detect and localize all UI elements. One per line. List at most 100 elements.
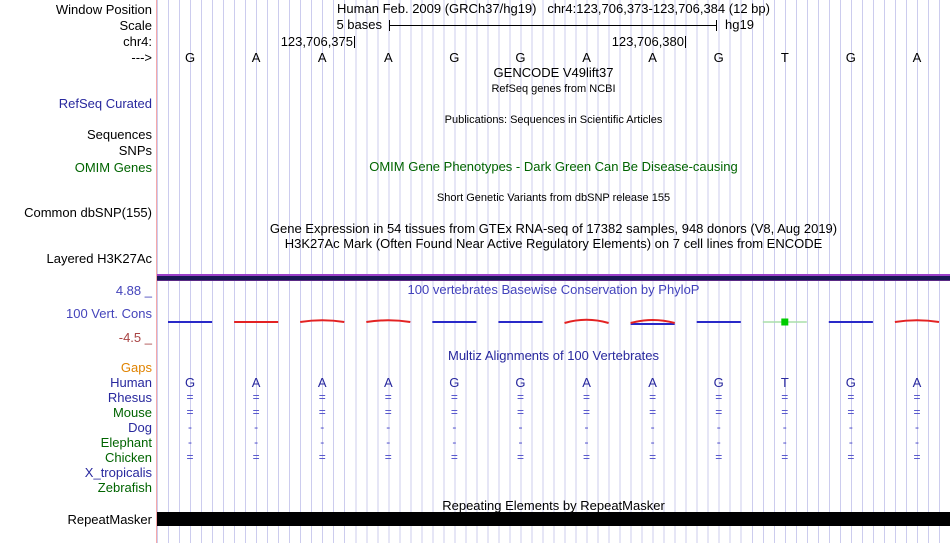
base-cell: A — [317, 375, 327, 390]
multiz-row-mouse: Mouse = = = = = = = = = = = = — [0, 405, 950, 420]
base-cell: = — [781, 450, 789, 464]
repeatmasker-element-bar[interactable] — [157, 512, 950, 526]
base-cell: = — [516, 390, 524, 404]
sidebar-item-refseq-curated[interactable]: RefSeq Curated — [58, 96, 152, 111]
alignment-row-x-tropicalis[interactable] — [157, 465, 950, 480]
base-cell: - — [650, 435, 655, 449]
base-cell: G — [713, 375, 724, 390]
sidebar-item-snps[interactable]: SNPs — [118, 143, 152, 158]
base-cell: = — [252, 405, 260, 419]
coordinate-right-tick — [685, 36, 686, 48]
publications-track-title: Publications: Sequences in Scientific Ar… — [444, 114, 663, 126]
sidebar-item-dog[interactable]: Dog — [128, 420, 152, 435]
sidebar-item-layered-h3k27ac[interactable]: Layered H3K27Ac — [46, 251, 152, 266]
base-cell: = — [781, 405, 789, 419]
alignment-row-mouse[interactable]: = = = = = = = = = = = = — [157, 405, 950, 420]
base-cell: G — [184, 375, 196, 390]
sidebar-item-repeatmasker[interactable]: RepeatMasker — [67, 512, 152, 527]
base-cell: = — [450, 450, 458, 464]
h3k27ac-track-title: H3K27Ac Mark (Often Found Near Active Re… — [284, 236, 823, 251]
base-cell: - — [254, 435, 259, 449]
sidebar-item-x-tropicalis[interactable]: X_tropicalis — [84, 465, 152, 480]
label-track-separator — [156, 0, 157, 543]
sidebar-item-sequences[interactable]: Sequences — [86, 127, 152, 142]
assembly-position-title: Human Feb. 2009 (GRCh37/hg19) chr4:123,7… — [337, 1, 770, 16]
base-cell: G — [184, 50, 196, 65]
scale-ruler-right-tick — [716, 20, 717, 31]
base-cell: = — [913, 450, 921, 464]
base-cell: = — [583, 390, 591, 404]
base-cell: = — [715, 450, 723, 464]
base-cell: = — [252, 390, 260, 404]
sidebar-item-rhesus[interactable]: Rhesus — [107, 390, 152, 405]
base-cell: = — [318, 450, 326, 464]
base-cell: = — [913, 390, 921, 404]
coordinate-left: 123,706,375 — [280, 34, 353, 49]
base-cell: A — [582, 50, 591, 65]
base-cell: = — [384, 450, 392, 464]
base-cell: = — [318, 390, 326, 404]
alignment-row-gaps[interactable] — [157, 360, 950, 375]
base-cell: - — [914, 435, 919, 449]
sequence-base-row: ---> G A A A G G A A G T G A — [0, 50, 950, 65]
base-cell: - — [320, 435, 325, 449]
base-cell: - — [320, 420, 325, 434]
alignment-row-chicken[interactable]: = = = = = = = = = = = = — [157, 450, 950, 465]
base-cell: = — [649, 450, 657, 464]
base-cell: - — [386, 420, 391, 434]
h3k27ac-signal-bar[interactable] — [157, 274, 950, 281]
base-cell: = — [252, 450, 260, 464]
base-cell: - — [188, 420, 193, 434]
base-cell: = — [847, 390, 855, 404]
multiz-row-chicken: Chicken = = = = = = = = = = = = — [0, 450, 950, 465]
base-cell: = — [186, 450, 194, 464]
base-cell: - — [914, 420, 919, 434]
alignment-row-dog[interactable]: ------------ — [157, 420, 950, 435]
scale-value: 5 bases — [336, 17, 382, 32]
conservation-scale-min: -4.5 _ — [118, 330, 152, 345]
base-cell: A — [317, 50, 327, 65]
gtex-track-title: Gene Expression in 54 tissues from GTEx … — [269, 221, 838, 236]
base-cell: = — [847, 450, 855, 464]
base-cell: = — [715, 390, 723, 404]
base-cell: A — [648, 375, 657, 390]
window-position-label: Window Position — [55, 2, 152, 17]
base-cell: = — [186, 405, 194, 419]
sidebar-item-human[interactable]: Human — [110, 375, 152, 390]
base-cell: = — [649, 405, 657, 419]
sidebar-item-mouse[interactable]: Mouse — [112, 405, 152, 420]
base-cell: A — [383, 375, 393, 390]
base-cell: G — [515, 375, 526, 390]
base-cell: = — [384, 390, 392, 404]
phylop-track-title: 100 vertebrates Basewise Conservation by… — [407, 282, 700, 297]
alignment-row-zebrafish[interactable] — [157, 480, 950, 495]
sidebar-item-common-dbsnp[interactable]: Common dbSNP(155) — [24, 205, 152, 220]
base-cell: - — [188, 435, 193, 449]
base-cell: = — [583, 405, 591, 419]
conservation-wiggle[interactable] — [157, 314, 950, 330]
sidebar-item-gaps[interactable]: Gaps — [120, 360, 152, 375]
base-cell: A — [383, 50, 393, 65]
alignment-row-rhesus[interactable]: = = = = = = = = = = = = — [157, 390, 950, 405]
base-cell: - — [584, 420, 589, 434]
base-cell: = — [318, 405, 326, 419]
sidebar-item-100-vert-cons[interactable]: 100 Vert. Cons — [66, 306, 152, 321]
base-cell: - — [650, 420, 655, 434]
alignment-row-elephant[interactable]: ------------ — [157, 435, 950, 450]
base-cell: = — [913, 405, 921, 419]
coordinate-right: 123,706,380 — [611, 34, 684, 49]
base-cell: = — [450, 405, 458, 419]
sidebar-item-omim-genes[interactable]: OMIM Genes — [74, 160, 152, 175]
sidebar-item-zebrafish[interactable]: Zebrafish — [97, 480, 152, 495]
base-cell: - — [716, 435, 721, 449]
sidebar-item-elephant[interactable]: Elephant — [100, 435, 152, 450]
base-cell: G — [845, 50, 856, 65]
scale-label: Scale — [119, 18, 152, 33]
sidebar-item-chicken[interactable]: Chicken — [105, 450, 152, 465]
base-cell: - — [716, 420, 721, 434]
multiz-row-dog: Dog - - - - - - - - - - - - — [0, 420, 950, 435]
base-cell: = — [450, 390, 458, 404]
